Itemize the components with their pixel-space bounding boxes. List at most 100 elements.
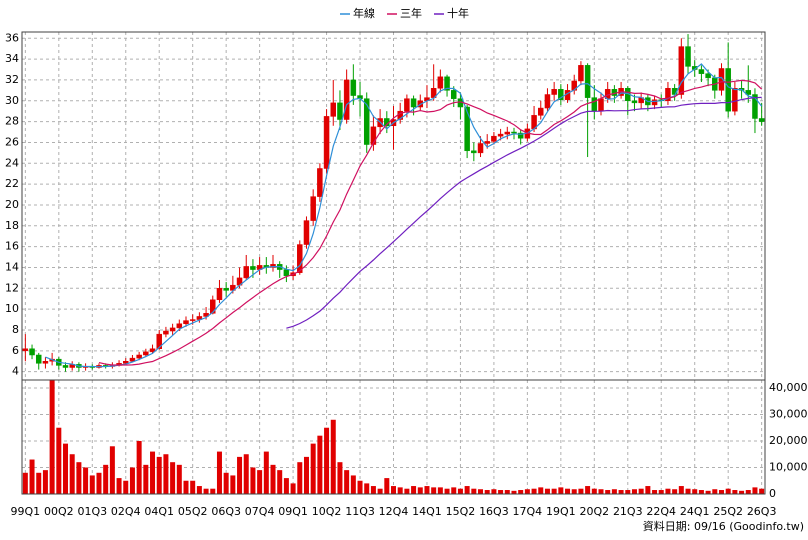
- volume-bar: [357, 480, 363, 494]
- candle-body: [517, 132, 524, 139]
- candle-body: [143, 351, 149, 356]
- volume-bar: [411, 486, 417, 494]
- volume-bar: [263, 451, 269, 494]
- volume-bar: [598, 489, 604, 494]
- y-tick-label: 14: [5, 260, 19, 273]
- volume-bar: [270, 464, 276, 494]
- volume-bar: [250, 467, 256, 494]
- candle-body: [350, 79, 357, 96]
- volume-bar: [297, 462, 303, 494]
- volume-bar: [344, 470, 350, 494]
- volume-bar: [22, 472, 28, 494]
- volume-bar: [69, 454, 75, 494]
- y-tick-label: 6: [12, 344, 19, 357]
- volume-bar: [96, 472, 102, 494]
- candle-body: [544, 94, 551, 109]
- volume-bar: [89, 475, 95, 494]
- candle-body: [156, 333, 162, 349]
- legend-label: 三年: [400, 6, 422, 20]
- volume-bar: [277, 470, 283, 494]
- x-tick-label: 01Q3: [77, 505, 107, 518]
- candle-body: [323, 116, 330, 169]
- volume-bar: [665, 488, 671, 494]
- volume-bar: [223, 472, 229, 494]
- volume-bar: [324, 427, 330, 494]
- volume-bar: [544, 488, 550, 494]
- candle-body: [223, 288, 229, 291]
- y2-tick-label: 20,000: [769, 434, 808, 447]
- candle-body: [410, 98, 417, 108]
- volume-bar: [183, 480, 189, 494]
- candle-body: [283, 269, 290, 277]
- volume-bar: [49, 380, 55, 494]
- candle-body: [464, 106, 470, 152]
- y-tick-label: 4: [12, 365, 19, 378]
- volume-bar: [56, 427, 62, 494]
- candle-body: [511, 131, 517, 134]
- volume-bar: [123, 480, 129, 494]
- volume-bar: [685, 488, 691, 494]
- volume-bar: [451, 487, 457, 494]
- x-tick-label: 00Q2: [44, 505, 74, 518]
- volume-bar: [652, 490, 658, 494]
- candle-body: [598, 98, 604, 112]
- x-tick-label: 20Q2: [579, 505, 609, 518]
- volume-bar: [350, 475, 356, 494]
- candle-body: [444, 76, 450, 91]
- volume-bar: [705, 490, 711, 494]
- volume-bar: [478, 489, 484, 494]
- volume-bar: [156, 456, 162, 494]
- volume-bar: [698, 490, 704, 494]
- candle-body: [42, 360, 49, 364]
- candle-body: [651, 99, 658, 106]
- candle-body: [35, 354, 42, 364]
- candle-body: [471, 150, 477, 154]
- volume-bar: [303, 456, 309, 494]
- candle-body: [210, 299, 216, 314]
- volume-bar: [571, 489, 577, 494]
- legend-label: 年線: [353, 6, 375, 20]
- volume-bar: [484, 490, 490, 494]
- x-tick-label: 22Q4: [646, 505, 676, 518]
- candle-body: [363, 98, 370, 145]
- volume-bar: [531, 488, 537, 494]
- candle-body: [584, 65, 591, 98]
- candle-body: [538, 107, 544, 116]
- volume-bar: [317, 435, 323, 494]
- candle-body: [678, 46, 685, 95]
- candle-body: [685, 46, 691, 67]
- volume-bar: [424, 486, 430, 494]
- volume-bar: [431, 487, 437, 494]
- x-tick-label: 15Q2: [446, 505, 476, 518]
- y-tick-label: 10: [5, 302, 19, 315]
- x-tick-label: 21Q3: [613, 505, 643, 518]
- volume-bar: [645, 486, 651, 494]
- volume-bar: [103, 464, 109, 494]
- volume-bar: [658, 490, 664, 494]
- volume-bar: [558, 487, 564, 494]
- candle-body: [732, 88, 738, 112]
- volume-bar: [364, 483, 370, 494]
- y2-tick-label: 0: [769, 487, 776, 500]
- volume-bar: [578, 488, 584, 494]
- volume-bar: [638, 488, 644, 494]
- volume-bar: [611, 489, 617, 494]
- candle-body: [303, 220, 310, 245]
- volume-bar: [417, 487, 423, 494]
- x-tick-label: 09Q1: [278, 505, 308, 518]
- volume-bar: [136, 440, 142, 494]
- volume-bar: [129, 467, 135, 494]
- volume-bar: [759, 488, 765, 494]
- volume-bar: [605, 490, 611, 494]
- candle-body: [718, 68, 725, 91]
- volume-bar: [491, 489, 497, 494]
- x-tick-label: 25Q2: [713, 505, 743, 518]
- volume-bar: [752, 487, 758, 494]
- candle-body: [504, 131, 511, 135]
- y2-tick-label: 30,000: [769, 407, 808, 420]
- ma-line: [286, 96, 762, 329]
- volume-bar: [457, 488, 463, 494]
- candle-body: [477, 143, 484, 154]
- y2-tick-label: 40,000: [769, 381, 808, 394]
- candle-body: [330, 102, 337, 117]
